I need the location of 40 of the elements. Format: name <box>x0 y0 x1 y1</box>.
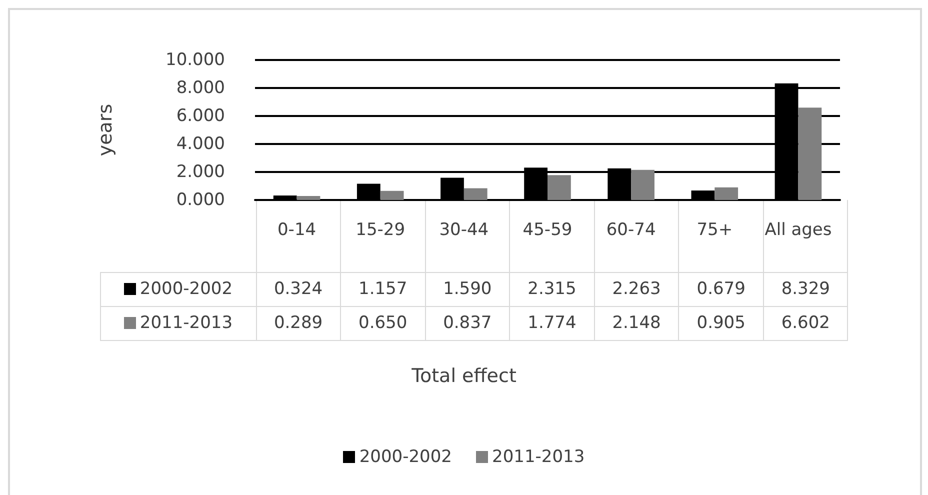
bar <box>548 175 571 200</box>
data-label: 0.289 <box>256 306 341 340</box>
bar <box>798 108 822 200</box>
x-tick-label: All ages <box>764 220 832 240</box>
y-tick-label: 10.000 <box>166 50 225 70</box>
bar <box>464 188 488 200</box>
bar <box>296 196 320 200</box>
bar <box>380 190 404 200</box>
legend-label: 2000-2002 <box>140 279 233 299</box>
bar <box>631 170 654 200</box>
x-tick-label: 0-14 <box>277 220 316 240</box>
legend-label: 2011-2013 <box>140 313 233 333</box>
x-tick-label: 60-74 <box>606 220 656 240</box>
x-tick-label: 45-59 <box>522 220 572 240</box>
y-tick-label: 0.000 <box>176 190 225 210</box>
y-tick-label: 4.000 <box>176 134 225 154</box>
data-label: 2.263 <box>594 272 679 306</box>
y-tick-label: 8.000 <box>176 78 225 98</box>
y-axis-title: years <box>94 104 116 156</box>
data-label: 0.837 <box>425 306 510 340</box>
x-tick-label: 15-29 <box>356 220 406 240</box>
data-label: 1.774 <box>510 306 594 340</box>
text: 2000-2002 <box>359 447 452 467</box>
data-label: 1.157 <box>340 272 426 306</box>
bar <box>714 187 738 200</box>
y-tick-label: 2.000 <box>176 162 225 182</box>
data-label: 2.315 <box>510 272 594 306</box>
text: 2011-2013 <box>492 447 585 467</box>
data-label: 0.650 <box>340 306 426 340</box>
x-tick-label: 75+ <box>696 220 733 240</box>
data-label: 0.679 <box>678 272 764 306</box>
y-tick-label: 6.000 <box>176 106 225 126</box>
data-label: 6.602 <box>763 306 848 340</box>
data-label: 8.329 <box>763 272 848 306</box>
data-label: 0.905 <box>678 306 764 340</box>
x-tick-label: 30-44 <box>439 220 489 240</box>
data-label: 0.324 <box>256 272 341 306</box>
data-label: 2.148 <box>594 306 679 340</box>
data-label: 1.590 <box>425 272 510 306</box>
text: Total effect <box>410 365 518 387</box>
